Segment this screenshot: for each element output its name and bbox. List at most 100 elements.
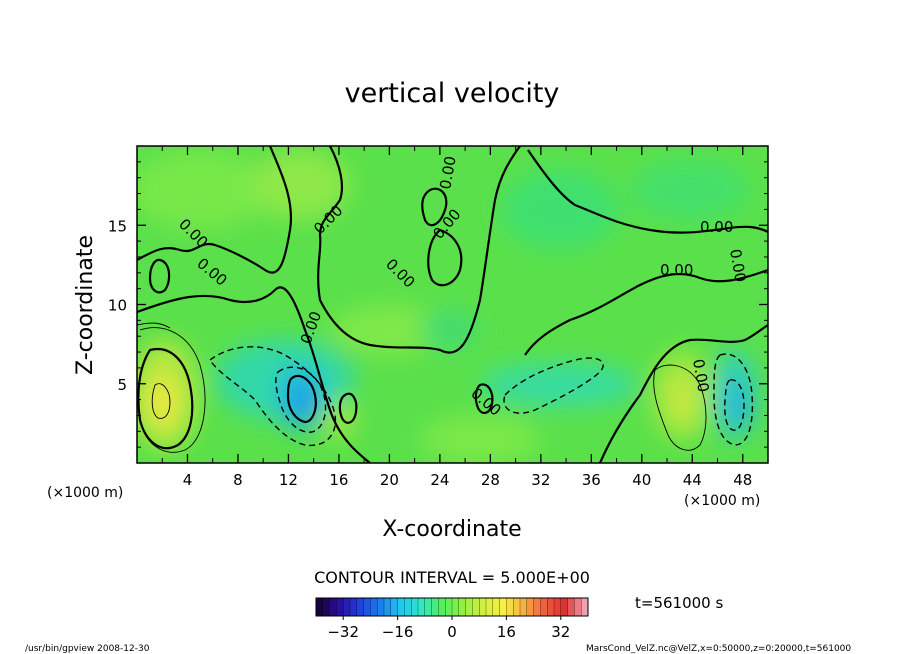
zero-contour-scatter-3 (148, 258, 171, 294)
neg-contour-downdraft-mid (275, 366, 327, 433)
colorbar-cell (451, 597, 460, 617)
colorbar-cells (315, 597, 589, 617)
contour-label: 0.00 (689, 358, 713, 394)
colorbar-cell (513, 597, 521, 617)
downdraft-band-right (480, 363, 640, 407)
colorbar-tick-label: 32 (551, 623, 570, 641)
pos-contour-updraft-outer (139, 327, 206, 453)
x-unit-label-right: (×1000 m) (684, 493, 760, 509)
colorbar-cell (540, 597, 548, 617)
colorbar-tick-label: 0 (447, 623, 457, 641)
cool-band-right (630, 160, 750, 220)
warm-patch-left (325, 400, 355, 440)
contour-label: 0.00 (436, 155, 460, 191)
neg-contour-downdraft-outer (209, 346, 337, 447)
colorbar-cell (506, 597, 514, 617)
colorbar-cell (479, 597, 487, 617)
solid-contours (137, 146, 768, 463)
x-unit-label-left: (×1000 m) (47, 485, 123, 501)
colorbar-cell (343, 597, 351, 617)
colorbar-cell (336, 597, 344, 617)
zero-contour-scatter-2 (427, 228, 463, 287)
zero-contour-left (137, 286, 371, 463)
neg-contour-right-outer (713, 353, 754, 446)
x-tick-label: 28 (481, 471, 500, 489)
colorbar-cell (424, 597, 433, 617)
colorbar-cell (322, 597, 331, 617)
zero-contour-scatter-5 (474, 383, 494, 414)
contour-label: 0.00 (660, 261, 693, 279)
colorbar-cell (533, 597, 541, 617)
bright-band-upper (250, 150, 350, 220)
colorbar-cell (390, 597, 399, 617)
cool-band-upper (500, 170, 620, 250)
x-tick-label: 48 (733, 471, 752, 489)
pos-contour-right (653, 364, 707, 451)
pos-contour-updraft-inner (151, 383, 171, 419)
updraft-core-inner (144, 377, 180, 427)
colorbar-cell (383, 597, 392, 617)
colorbar-cell (411, 597, 419, 617)
x-tick-label: 40 (632, 471, 651, 489)
plot-area: 0.00 0.00 0.00 0.00 0.00 0.00 0.00 0.00 … (137, 146, 768, 463)
updraft-closed-contour (137, 347, 194, 450)
colorbar-tick-label: −32 (327, 623, 359, 641)
colorbar-cell (492, 597, 501, 617)
colorbar-cell (485, 597, 494, 617)
contour-label: 0.00 (726, 248, 750, 284)
colorbar-cell (519, 597, 528, 617)
colorbar-cell (567, 597, 575, 617)
zero-contour-scatter-1 (421, 187, 448, 227)
colorbar: −32 −16 0 16 32 (315, 597, 589, 641)
downdraft-core-inner (294, 384, 314, 416)
downdraft-right-core (728, 380, 748, 430)
colorbar-cell (417, 597, 426, 617)
time-label: t=561000 s (635, 594, 723, 612)
colorbar-tick-label: 16 (497, 623, 516, 641)
x-tick-label: 20 (380, 471, 399, 489)
x-tick-label: 4 (183, 471, 193, 489)
colorbar-cell (560, 597, 569, 617)
x-tick-label: 12 (279, 471, 298, 489)
footer-right: MarsCond_VelZ.nc@VelZ,x=0:50000,z=0:2000… (586, 644, 851, 654)
warm-patch-bottom (420, 415, 540, 463)
colorbar-cell (349, 597, 358, 617)
zero-contour-bottom-right (598, 324, 768, 463)
colorbar-cell (404, 597, 412, 617)
colorbar-cell (465, 597, 473, 617)
colorbar-cell (581, 597, 589, 617)
zero-contour-left-upper (137, 146, 293, 274)
colorbar-ticks: −32 −16 0 16 32 (327, 616, 570, 641)
colorbar-cell (472, 597, 480, 617)
y-tick-label: 15 (108, 217, 127, 235)
colorbar-cell (377, 597, 385, 617)
colorbar-tick-label: −16 (382, 623, 414, 641)
colorbar-cell (445, 597, 453, 617)
neg-contour-right-inner (724, 379, 745, 431)
downdraft-closed-contour (286, 374, 317, 424)
colorbar-cell (431, 597, 439, 617)
x-tick-label: 36 (582, 471, 601, 489)
contour-label: 0.00 (700, 218, 733, 236)
chart-title: vertical velocity (345, 78, 560, 109)
contour-interval: CONTOUR INTERVAL = 5.000E+00 (314, 568, 590, 587)
colorbar-cell (363, 597, 371, 617)
zero-contour-scatter-4 (338, 392, 358, 424)
colorbar-cell (499, 597, 507, 617)
x-tick-label: 24 (430, 471, 449, 489)
colorbar-cell (553, 597, 562, 617)
y-tick-label: 5 (117, 376, 127, 394)
dashed-contours (209, 346, 754, 447)
colorbar-cell (438, 597, 446, 617)
zero-contour-right (524, 268, 768, 356)
x-axis-ticks: 4 8 12 16 20 24 28 32 36 40 44 48 (161, 146, 752, 489)
x-tick-label: 16 (329, 471, 348, 489)
y-tick-label: 10 (108, 297, 127, 315)
colorbar-cell (458, 597, 467, 617)
colorbar-cell (329, 597, 337, 617)
x-tick-label: 44 (683, 471, 702, 489)
x-axis-label: X-coordinate (382, 517, 521, 542)
colorbar-cell (356, 597, 365, 617)
colorbar-cell (397, 597, 405, 617)
